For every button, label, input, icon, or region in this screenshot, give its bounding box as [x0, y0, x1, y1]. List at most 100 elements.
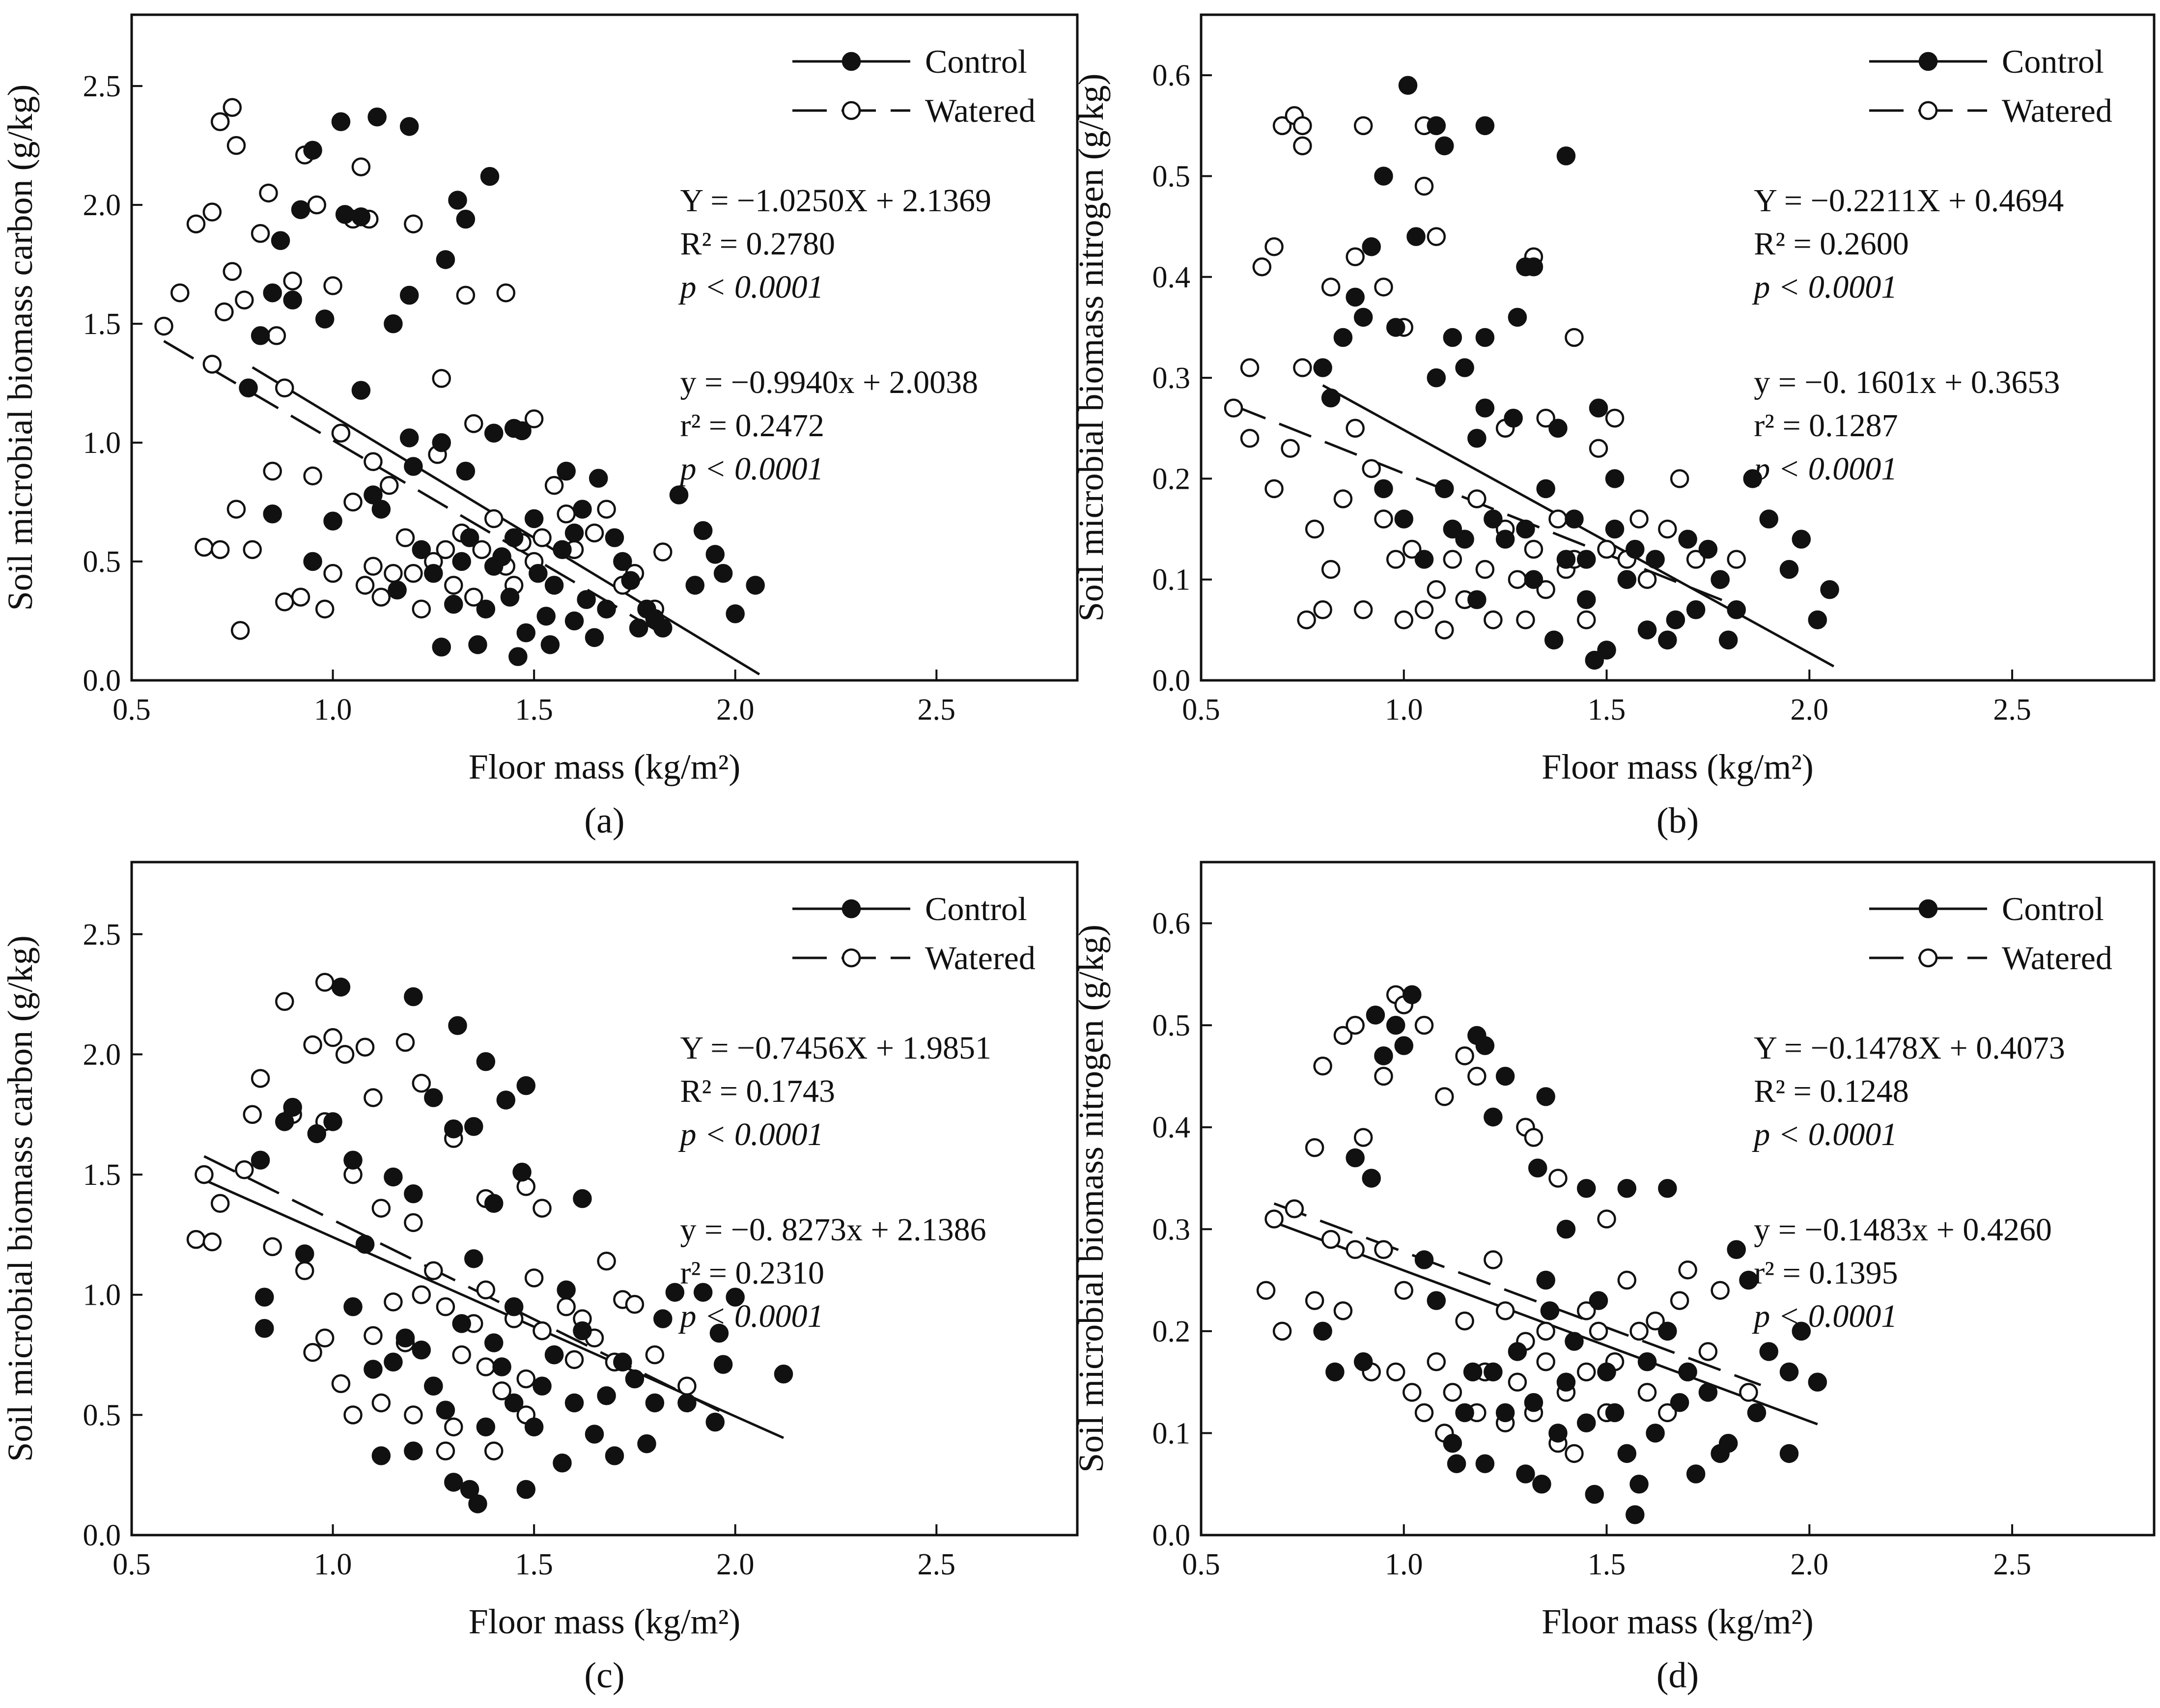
equation-line: r² = 0.2472 [680, 408, 825, 444]
data-point-watered [1240, 358, 1260, 377]
equation-line: r² = 0.1287 [1754, 408, 1898, 444]
data-point-control [1427, 116, 1446, 136]
data-point-control [1556, 1372, 1576, 1392]
data-point-control [1414, 550, 1434, 569]
data-point-watered [1321, 560, 1341, 579]
data-point-control [444, 594, 463, 614]
data-point-watered [210, 540, 230, 560]
data-point-watered [1739, 1383, 1758, 1402]
data-point-control [613, 552, 632, 571]
data-point-watered [275, 378, 294, 398]
data-point-control [399, 428, 419, 448]
data-point-control [1374, 1046, 1393, 1065]
data-point-watered [1516, 610, 1535, 630]
data-point-control [1508, 308, 1527, 327]
data-point-control [1698, 1383, 1718, 1402]
legend-marker-control [1918, 52, 1938, 71]
data-point-watered [1670, 1291, 1689, 1310]
data-point-watered [1414, 1015, 1434, 1035]
data-point-control [480, 167, 500, 186]
data-point-watered [235, 1160, 254, 1179]
data-point-control [1698, 539, 1718, 559]
data-point-control [1403, 985, 1422, 1005]
data-point-watered [1321, 278, 1341, 297]
data-point-control [1333, 328, 1353, 347]
legend-marker-control [842, 899, 861, 919]
equation-line: R² = 0.2600 [1754, 226, 1909, 262]
data-point-watered [323, 563, 342, 583]
data-point-watered [215, 302, 234, 322]
data-point-watered [456, 285, 476, 305]
data-point-watered [1565, 1444, 1584, 1463]
data-point-control [1443, 519, 1462, 539]
data-point-watered [251, 224, 270, 243]
x-tick-label: 1.0 [1385, 693, 1423, 727]
data-point-control [1394, 509, 1414, 529]
data-point-control [1353, 1352, 1373, 1372]
y-tick-label: 0.6 [1152, 59, 1191, 92]
data-point-control [1508, 1342, 1527, 1361]
data-point-control [605, 1446, 624, 1465]
data-point-watered [1333, 489, 1353, 508]
data-point-control [255, 1318, 274, 1338]
x-tick-label: 1.5 [1588, 1548, 1626, 1581]
equation-line: Y = −0.7456X + 1.9851 [680, 1030, 992, 1066]
data-point-watered [1321, 1230, 1341, 1249]
data-point-control [1820, 580, 1839, 599]
y-tick-label: 2.0 [83, 1038, 121, 1071]
data-point-control [460, 1480, 479, 1499]
data-point-control [367, 107, 387, 127]
y-tick-label: 0.0 [83, 1519, 121, 1552]
data-point-control [1467, 590, 1487, 610]
legend-marker-watered [1918, 948, 1938, 968]
data-point-control [1475, 1036, 1495, 1055]
equation-line: R² = 0.1743 [680, 1073, 836, 1109]
data-point-control [404, 1441, 423, 1460]
data-point-watered [464, 588, 483, 607]
data-point-watered [404, 1405, 423, 1425]
y-tick-label: 1.0 [83, 1279, 121, 1312]
data-point-watered [1548, 509, 1568, 529]
data-point-watered [371, 588, 391, 607]
data-point-watered [275, 992, 294, 1011]
fit-line-watered [1273, 1202, 1762, 1386]
data-point-control [1346, 1148, 1365, 1168]
data-point-control [524, 1417, 544, 1437]
data-point-control [1556, 550, 1576, 569]
y-tick-label: 0.4 [1152, 1111, 1191, 1145]
data-point-watered [1637, 570, 1657, 589]
data-point-watered [1333, 1301, 1353, 1320]
data-point-control [1435, 136, 1454, 156]
data-point-watered [1727, 550, 1746, 569]
data-point-watered [1353, 600, 1373, 619]
data-point-watered [1427, 580, 1446, 599]
data-point-control [476, 1417, 496, 1437]
legend-label-control: Control [2002, 890, 2104, 927]
data-point-control [1366, 1006, 1385, 1025]
data-point-watered [154, 316, 173, 336]
data-point-control [557, 1280, 576, 1300]
legend-label-control: Control [2002, 43, 2104, 80]
data-point-control [476, 1052, 496, 1071]
y-tick-label: 1.0 [83, 426, 121, 460]
data-point-control [1536, 1270, 1555, 1290]
data-point-watered [1394, 610, 1414, 630]
data-point-watered [1414, 1403, 1434, 1423]
data-point-control [577, 590, 596, 609]
data-point-watered [1484, 1250, 1503, 1269]
data-point-watered [1293, 358, 1312, 377]
data-point-control [669, 485, 689, 504]
data-point-control [726, 604, 745, 623]
data-point-control [1528, 1158, 1547, 1177]
data-point-control [504, 528, 524, 547]
data-point-control [351, 207, 371, 226]
data-point-watered [1589, 1321, 1608, 1341]
data-point-control [335, 205, 355, 224]
data-point-watered [202, 1232, 222, 1252]
data-point-watered [331, 423, 351, 443]
data-point-control [621, 571, 640, 590]
data-point-control [291, 200, 310, 220]
data-point-watered [395, 528, 415, 547]
legend-marker-control [842, 52, 861, 71]
